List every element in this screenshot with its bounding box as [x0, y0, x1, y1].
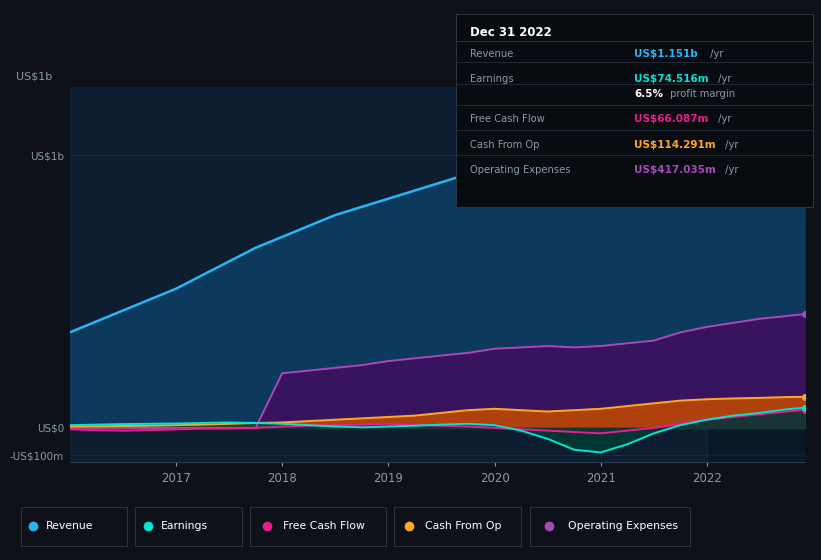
Text: Operating Expenses: Operating Expenses	[470, 165, 571, 175]
Text: 6.5%: 6.5%	[635, 90, 663, 99]
Text: Operating Expenses: Operating Expenses	[568, 521, 678, 531]
Text: Free Cash Flow: Free Cash Flow	[470, 114, 544, 124]
Text: Earnings: Earnings	[470, 74, 514, 84]
Text: Dec 31 2022: Dec 31 2022	[470, 26, 552, 39]
Text: Earnings: Earnings	[161, 521, 209, 531]
Text: US$74.516m: US$74.516m	[635, 74, 709, 84]
Text: US$1b: US$1b	[16, 71, 53, 81]
Text: /yr: /yr	[714, 114, 731, 124]
Text: Revenue: Revenue	[46, 521, 94, 531]
Text: US$114.291m: US$114.291m	[635, 139, 716, 150]
Text: Cash From Op: Cash From Op	[424, 521, 501, 531]
Text: Revenue: Revenue	[470, 49, 513, 59]
Text: profit margin: profit margin	[667, 90, 736, 99]
Text: /yr: /yr	[722, 165, 739, 175]
Text: US$1.151b: US$1.151b	[635, 49, 698, 59]
Text: /yr: /yr	[707, 49, 723, 59]
Text: Cash From Op: Cash From Op	[470, 139, 539, 150]
Text: /yr: /yr	[714, 74, 731, 84]
Text: US$66.087m: US$66.087m	[635, 114, 709, 124]
Text: /yr: /yr	[722, 139, 739, 150]
Bar	[707, 87, 805, 462]
Text: Free Cash Flow: Free Cash Flow	[283, 521, 365, 531]
Text: US$417.035m: US$417.035m	[635, 165, 716, 175]
